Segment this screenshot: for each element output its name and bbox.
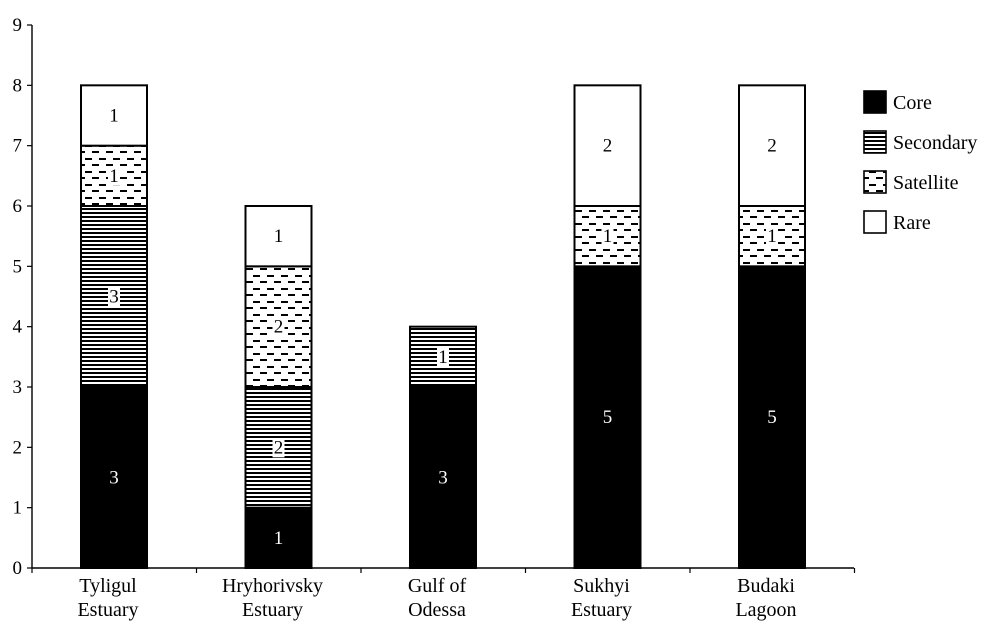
data-label: 1: [274, 226, 284, 247]
x-tick-label: Estuary: [242, 599, 303, 621]
data-label: 1: [109, 166, 119, 187]
data-label: 5: [767, 407, 777, 428]
bar-segment-rare: [80, 84, 148, 147]
data-label-background: [437, 347, 449, 367]
legend-label: Satellite: [893, 172, 959, 194]
y-tick-label: 9: [13, 15, 23, 36]
data-label: 1: [767, 226, 777, 247]
x-tick-label: Odessa: [408, 599, 466, 621]
x-tick-label: Estuary: [77, 599, 138, 621]
axes: 0 1 2 3 4 5 6 7 8 9: [13, 15, 856, 579]
legend-label: Core: [893, 92, 932, 114]
data-label-background: [272, 317, 285, 337]
y-tick-label: 6: [13, 196, 23, 217]
data-label: 1: [109, 106, 119, 127]
y-tick-label: 3: [13, 377, 23, 398]
data-label-background: [601, 227, 614, 247]
legend-swatch-satellite: [863, 170, 887, 194]
data-label: 3: [109, 287, 119, 308]
legend-swatch-rare: [863, 210, 887, 234]
legend-label: Secondary: [893, 132, 977, 154]
bar-segment-rare: [244, 205, 313, 268]
data-label: 2: [274, 317, 284, 338]
legend-label: Rare: [893, 212, 931, 234]
x-tick-label: Tyligul: [79, 575, 137, 597]
bar-segment-rare: [573, 84, 642, 207]
legend-swatch-secondary: [863, 130, 887, 154]
data-label: 3: [438, 468, 448, 489]
legend-swatch-core: [863, 90, 887, 114]
bar-segment-core: [80, 386, 148, 569]
y-tick-label: 2: [13, 437, 23, 458]
x-tick-label: Gulf of: [408, 575, 467, 597]
data-label: 2: [603, 136, 613, 157]
bar-segment-core: [409, 386, 477, 569]
x-tick-label: Budaki: [737, 575, 795, 597]
bar-segment-rare: [738, 84, 806, 207]
data-label: 2: [767, 136, 777, 157]
data-label-background: [108, 287, 120, 307]
data-label: 1: [438, 347, 448, 368]
data-label: 3: [109, 468, 119, 489]
x-tick-label: Estuary: [571, 599, 632, 621]
x-tick-label: Lagoon: [735, 599, 796, 621]
y-tick-label: 7: [13, 136, 23, 157]
bar-segment-core: [738, 265, 806, 569]
data-label-background: [766, 227, 778, 247]
y-tick-label: 8: [13, 75, 23, 96]
data-label: 1: [274, 528, 284, 549]
y-tick-label: 4: [13, 317, 23, 338]
bars: 3 3 1 1 1 2 2 1 3 1 5 1 2 5 1 2: [80, 84, 806, 569]
x-tick-label: Hryhorivsky: [222, 575, 323, 597]
data-label-background: [272, 438, 285, 458]
y-tick-label: 0: [13, 558, 23, 579]
legend: Core Secondary Satellite Rare: [863, 90, 977, 234]
y-tick-label: 5: [13, 256, 23, 277]
data-label: 2: [274, 437, 284, 458]
x-tick-label: Sukhyi: [573, 575, 630, 597]
data-label: 5: [603, 407, 613, 428]
data-label: 1: [603, 226, 613, 247]
data-label-background: [108, 166, 120, 186]
y-tick-label: 1: [13, 498, 23, 519]
